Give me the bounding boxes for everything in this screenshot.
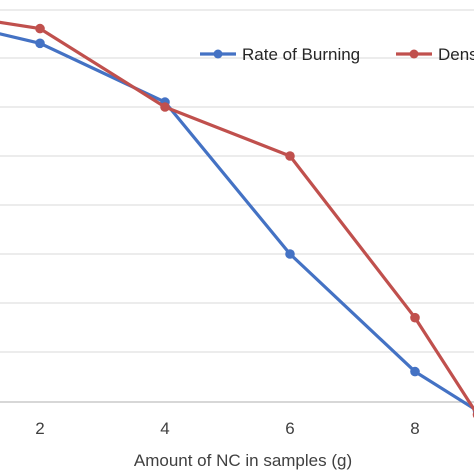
series-density bbox=[0, 20, 474, 418]
data-point-density-1 bbox=[35, 23, 45, 34]
data-point-density-4 bbox=[410, 312, 420, 323]
legend-marker-rate-of-burning bbox=[213, 49, 223, 59]
x-tick-label-6: 6 bbox=[285, 419, 294, 438]
series-line-rate-of-burning bbox=[0, 32, 474, 411]
data-point-density-3 bbox=[285, 151, 295, 161]
legend-marker-density bbox=[409, 49, 419, 59]
legend-label-density: Dens bbox=[438, 45, 474, 64]
data-point-rate-of-burning-3 bbox=[285, 249, 295, 259]
x-tick-label-4: 4 bbox=[160, 419, 169, 438]
series-layer bbox=[0, 20, 474, 418]
series-rate-of-burning bbox=[0, 32, 474, 415]
data-point-density-2 bbox=[160, 102, 170, 112]
data-point-rate-of-burning-1 bbox=[35, 38, 45, 49]
legend-label-rate-of-burning: Rate of Burning bbox=[242, 45, 360, 64]
legend: Rate of Burning Dens bbox=[200, 45, 474, 64]
series-line-density bbox=[0, 20, 474, 413]
data-point-rate-of-burning-4 bbox=[410, 366, 420, 377]
gridlines bbox=[0, 9, 474, 353]
x-tick-label-8: 8 bbox=[410, 419, 419, 438]
x-tick-labels: 2 4 6 8 bbox=[35, 419, 419, 438]
x-axis-title: Amount of NC in samples (g) bbox=[134, 451, 352, 470]
x-tick-label-2: 2 bbox=[35, 419, 44, 438]
